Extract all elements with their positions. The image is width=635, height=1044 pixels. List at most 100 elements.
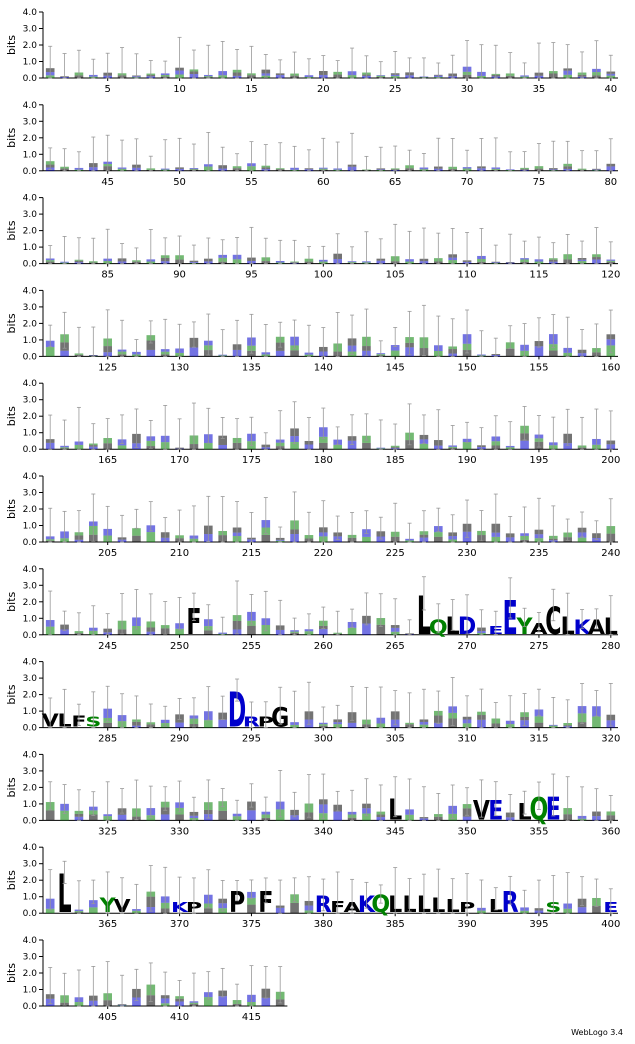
logo-stack-segment [462, 816, 472, 821]
y-tick-label: 3.0 [23, 953, 38, 963]
logo-stack-segment [319, 629, 328, 635]
x-tick-label: 200 [601, 455, 620, 466]
x-tick-label: 105 [386, 270, 405, 281]
logo-letter-251: F [186, 601, 201, 642]
logo-stack-segment [45, 908, 55, 914]
logo-stack-segment [247, 904, 256, 914]
x-tick-label: 160 [601, 362, 620, 373]
x-tick-label: 95 [245, 270, 258, 281]
logo-stack-segment [60, 810, 69, 821]
x-tick-label: 400 [601, 919, 620, 930]
x-tick-label: 175 [242, 455, 261, 466]
logo-stack-segment [117, 445, 127, 450]
x-tick-label: 405 [98, 1012, 117, 1023]
x-tick-label: 310 [458, 734, 477, 745]
y-tick-label: 0.0 [23, 260, 38, 270]
logo-stack-segment [520, 440, 529, 450]
logo-stack-segment [60, 629, 69, 635]
logo-stack-segment [60, 350, 69, 357]
x-tick-label: 125 [98, 362, 117, 373]
logo-stack-segment [577, 907, 587, 914]
y-tick-label: 2.0 [23, 227, 38, 237]
y-axis-label: bits [5, 127, 18, 147]
logo-stack-segment [204, 908, 213, 914]
x-tick-label: 55 [245, 177, 258, 188]
logo-stack-segment [592, 716, 601, 728]
logo-stack-segment [290, 350, 299, 357]
logo-stack-segment [290, 442, 299, 450]
logo-letter-276: C [545, 600, 561, 644]
x-tick-label: 30 [461, 84, 474, 95]
logo-stack-segment [218, 996, 227, 1006]
x-tick-label: 65 [389, 177, 402, 188]
logo-stack-segment [534, 716, 544, 723]
x-tick-label: 90 [173, 270, 186, 281]
x-tick-label: 350 [458, 826, 477, 837]
logo-stack-segment [319, 442, 328, 450]
logo-stack-segment [132, 528, 141, 536]
x-tick-label: 215 [242, 548, 261, 559]
logo-stack-segment [505, 348, 515, 357]
logo-stack-segment [247, 350, 256, 357]
x-tick-label: 155 [529, 362, 548, 373]
x-tick-label: 235 [529, 548, 548, 559]
x-tick-label: 80 [604, 177, 617, 188]
y-tick-label: 4.0 [23, 194, 38, 204]
logo-stack-segment [218, 719, 227, 728]
x-tick-label: 195 [529, 455, 548, 466]
y-tick-label: 3.0 [23, 25, 38, 35]
logo-stack-segment [462, 442, 472, 450]
x-tick-label: 240 [601, 548, 620, 559]
x-tick-label: 230 [458, 548, 477, 559]
y-axis-label: bits [5, 499, 18, 519]
logo-stack-segment [146, 532, 156, 542]
y-tick-label: 4.0 [23, 8, 38, 18]
x-tick-label: 360 [601, 826, 620, 837]
logo-stack-segment [117, 814, 127, 821]
y-tick-label: 0.0 [23, 538, 38, 548]
logo-stack-segment [376, 624, 386, 635]
logo-stack-segment [290, 902, 299, 914]
x-tick-label: 380 [314, 919, 333, 930]
x-tick-label: 410 [170, 1012, 189, 1023]
y-tick-label: 3.0 [23, 489, 38, 499]
x-tick-label: 180 [314, 455, 333, 466]
y-axis-label: bits [5, 684, 18, 704]
logo-stack-segment [103, 722, 112, 728]
logo-stack-segment [204, 720, 213, 728]
y-tick-label: 4.0 [23, 565, 38, 575]
y-tick-label: 3.0 [23, 860, 38, 870]
y-tick-label: 1.0 [23, 336, 38, 346]
logo-stack-segment [261, 997, 271, 1006]
logo-stack-segment [577, 722, 587, 728]
y-tick-label: 3.0 [23, 117, 38, 127]
logo-stack-segment [275, 350, 285, 357]
logo-stack-segment [534, 346, 544, 357]
x-tick-label: 115 [529, 270, 548, 281]
x-tick-label: 135 [242, 362, 261, 373]
logo-stack-segment [549, 350, 558, 357]
logo-stack-segment [247, 625, 256, 635]
y-tick-label: 4.0 [23, 379, 38, 389]
y-tick-label: 4.0 [23, 286, 38, 296]
x-tick-label: 35 [533, 84, 546, 95]
weblogo-credit: WebLogo 3.4 [571, 1028, 623, 1037]
x-tick-label: 15 [245, 84, 258, 95]
logo-stack-segment [89, 814, 98, 821]
logo-stack-segment [362, 442, 371, 450]
logo-stack-segment [132, 997, 141, 1006]
y-tick-label: 2.0 [23, 783, 38, 793]
logo-letter-279: A [588, 616, 606, 639]
x-tick-label: 370 [170, 919, 189, 930]
logo-stack-segment [592, 905, 601, 914]
x-tick-label: 335 [242, 826, 261, 837]
y-tick-label: 0.0 [23, 167, 38, 177]
logo-stack-segment [347, 627, 357, 635]
x-tick-label: 265 [386, 641, 405, 652]
y-axis-label: bits [5, 591, 18, 611]
x-tick-label: 225 [386, 548, 405, 559]
logo-stack-segment [563, 443, 572, 450]
y-tick-label: 1.0 [23, 800, 38, 810]
y-tick-label: 3.0 [23, 674, 38, 684]
y-tick-label: 0.0 [23, 445, 38, 455]
